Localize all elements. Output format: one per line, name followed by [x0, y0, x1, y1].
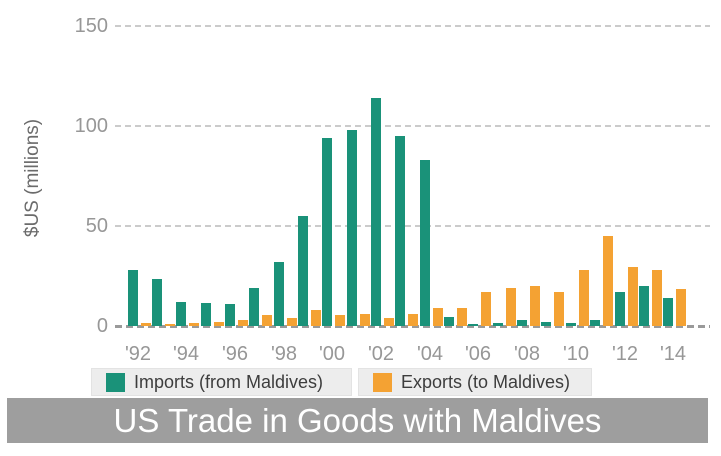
- x-tick-label-2000: '00: [318, 343, 346, 365]
- bar-imports-2014[interactable]: [663, 298, 673, 326]
- x-tick-label-2010: '10: [562, 343, 590, 365]
- bar-exports-2000[interactable]: [335, 315, 345, 326]
- bar-exports-2009[interactable]: [554, 292, 564, 326]
- legend-label-exports: Exports (to Maldives): [401, 371, 571, 392]
- bar-imports-2009[interactable]: [541, 322, 551, 326]
- bar-imports-2001[interactable]: [347, 130, 357, 326]
- bar-exports-1997[interactable]: [262, 315, 272, 326]
- legend-item-imports[interactable]: Imports (from Maldives): [91, 368, 352, 396]
- bar-exports-1995[interactable]: [214, 322, 224, 326]
- x-tick-label-2006: '06: [464, 343, 492, 365]
- bar-exports-2005[interactable]: [457, 308, 467, 326]
- bar-exports-2007[interactable]: [506, 288, 516, 326]
- chart-title-bar: US Trade in Goods with Maldives: [7, 398, 708, 443]
- bar-imports-2010[interactable]: [566, 323, 576, 326]
- bar-exports-2004[interactable]: [433, 308, 443, 326]
- x-axis-baseline: [115, 325, 710, 328]
- bar-imports-2002[interactable]: [371, 98, 381, 326]
- x-tick-label-2004: '04: [416, 343, 444, 365]
- bar-exports-2010[interactable]: [579, 270, 589, 326]
- bar-imports-2007[interactable]: [493, 323, 503, 326]
- y-tick-label-100: 100: [74, 115, 108, 137]
- y-axis-title: $US (millions): [22, 118, 43, 238]
- exports-swatch-icon: [373, 372, 392, 392]
- bar-imports-2005[interactable]: [444, 317, 454, 326]
- legend-label-imports: Imports (from Maldives): [134, 371, 324, 392]
- bar-exports-2014[interactable]: [676, 289, 686, 326]
- bar-exports-2013[interactable]: [652, 270, 662, 326]
- x-tick-label-2008: '08: [513, 343, 541, 365]
- gridline-50: [115, 225, 710, 227]
- x-tick-label-2012: '12: [611, 343, 639, 365]
- bar-exports-1999[interactable]: [311, 310, 321, 326]
- imports-swatch-icon: [106, 372, 125, 392]
- bar-imports-2011[interactable]: [590, 320, 600, 326]
- legend: Imports (from Maldives) Exports (to Mald…: [0, 368, 721, 396]
- legend-item-exports[interactable]: Exports (to Maldives): [358, 368, 592, 396]
- x-tick-label-1992: '92: [124, 343, 152, 365]
- bar-exports-1994[interactable]: [189, 323, 199, 326]
- bar-exports-2008[interactable]: [530, 286, 540, 326]
- bar-imports-1994[interactable]: [176, 302, 186, 326]
- x-tick-label-2002: '02: [367, 343, 395, 365]
- bar-imports-2004[interactable]: [420, 160, 430, 326]
- gridline-150: [115, 25, 710, 27]
- x-tick-label-1996: '96: [221, 343, 249, 365]
- bar-imports-2000[interactable]: [322, 138, 332, 326]
- bar-imports-2003[interactable]: [395, 136, 405, 326]
- y-tick-label-150: 150: [74, 15, 108, 37]
- y-tick-label-0: 0: [96, 315, 108, 337]
- x-tick-label-1998: '98: [270, 343, 298, 365]
- bar-exports-1992[interactable]: [141, 323, 151, 326]
- bar-imports-1996[interactable]: [225, 304, 235, 326]
- bar-exports-2003[interactable]: [408, 314, 418, 326]
- gridline-100: [115, 125, 710, 127]
- bar-imports-1997[interactable]: [249, 288, 259, 326]
- bar-imports-1993[interactable]: [152, 279, 162, 326]
- bar-exports-2012[interactable]: [628, 267, 638, 326]
- bar-imports-2006[interactable]: [468, 324, 478, 326]
- chart-title: US Trade in Goods with Maldives: [113, 401, 602, 439]
- bar-exports-1998[interactable]: [287, 318, 297, 326]
- bar-exports-1993[interactable]: [165, 324, 175, 326]
- bar-imports-2013[interactable]: [639, 286, 649, 326]
- bar-imports-2012[interactable]: [615, 292, 625, 326]
- x-tick-label-2014: '14: [659, 343, 687, 365]
- bar-imports-1999[interactable]: [298, 216, 308, 326]
- bar-imports-1995[interactable]: [201, 303, 211, 326]
- bar-imports-1992[interactable]: [128, 270, 138, 326]
- bar-exports-2001[interactable]: [360, 314, 370, 326]
- y-tick-label-50: 50: [85, 215, 108, 237]
- bar-exports-2006[interactable]: [481, 292, 491, 326]
- bar-exports-1996[interactable]: [238, 320, 248, 326]
- bar-exports-2002[interactable]: [384, 318, 394, 326]
- bar-imports-2008[interactable]: [517, 320, 527, 326]
- x-tick-label-1994: '94: [172, 343, 200, 365]
- bar-imports-1998[interactable]: [274, 262, 284, 326]
- bar-exports-2011[interactable]: [603, 236, 613, 326]
